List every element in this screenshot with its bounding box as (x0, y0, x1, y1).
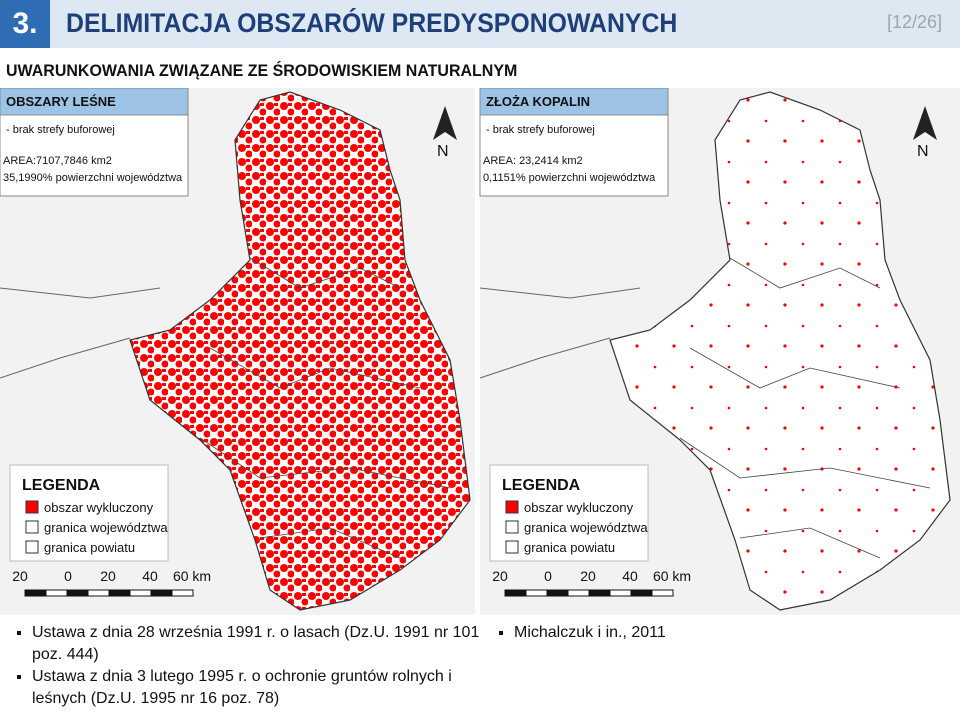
legend-swatch (505, 540, 519, 554)
scale-bar (24, 589, 47, 597)
scale-label: 0 (64, 568, 72, 584)
section-number: 3. (0, 0, 50, 48)
north-arrow (913, 106, 937, 140)
scale-bar (630, 589, 653, 597)
legend-label: obszar wykluczony (44, 500, 154, 515)
scale-bar (150, 589, 173, 597)
info-note: - brak strefy buforowej (486, 124, 595, 136)
legend-swatch (25, 500, 39, 514)
reference: Ustawa z dnia 28 września 1991 r. o lasa… (32, 622, 480, 666)
north-label: N (437, 143, 449, 160)
footer-left: Ustawa z dnia 28 września 1991 r. o lasa… (10, 622, 480, 710)
info-share: 0,1151% powierzchni województwa (483, 172, 656, 184)
scale-bar (66, 589, 89, 597)
legend-title: LEGENDA (502, 477, 581, 494)
subtitle: UWARUNKOWANIA ZWIĄZANE ZE ŚRODOWISKIEM N… (6, 61, 518, 80)
scale-bar (504, 589, 527, 597)
scale-label: 40 (622, 568, 638, 584)
legend-swatch (505, 520, 519, 534)
legend-label: granica województwa (44, 520, 168, 535)
reference: Ustawa z dnia 3 lutego 1995 r. o ochroni… (32, 666, 480, 710)
page-number: [12/26] (886, 12, 942, 32)
scale-bar (45, 589, 68, 597)
reference: Michalczuk i in., 2011 (514, 622, 952, 644)
scale-bar (87, 589, 110, 597)
legend-label: granica województwa (524, 520, 648, 535)
scale-label: 20 (12, 568, 28, 584)
info-share: 35,1990% powierzchni województwa (3, 172, 183, 184)
scale-bar (129, 589, 152, 597)
info-title: OBSZARY LEŚNE (6, 94, 116, 109)
info-header (479, 88, 669, 116)
scale-label: 60 km (173, 568, 211, 584)
legend-label: granica powiatu (44, 540, 135, 555)
legend-swatch (25, 520, 39, 534)
scale-label: 40 (142, 568, 158, 584)
scale-bar (525, 589, 548, 597)
scale-bar (546, 589, 569, 597)
scale-label: 60 km (653, 568, 691, 584)
legend-label: obszar wykluczony (524, 500, 634, 515)
scale-bar (567, 589, 590, 597)
scale-label: 0 (544, 568, 552, 584)
scale-label: 20 (580, 568, 596, 584)
scale-bar (588, 589, 611, 597)
legend-swatch (505, 500, 519, 514)
maps: OBSZARY LEŚNE - brak strefy buforowej AREA… (0, 88, 960, 615)
scale-bar (108, 589, 131, 597)
info-area: AREA: 23,2414 km2 (483, 155, 583, 167)
legend-title: LEGENDA (22, 477, 101, 494)
north-arrow (433, 106, 457, 140)
slide-title: DELIMITACJA OBSZARÓW PREDYSPONOWANYCH (66, 8, 678, 38)
scale-label: 20 (100, 568, 116, 584)
info-note: - brak strefy buforowej (6, 124, 115, 136)
info-title: ZŁOŻA KOPALIN (486, 94, 590, 109)
info-area: AREA:7107,7846 km2 (3, 155, 112, 167)
legend-swatch (25, 540, 39, 554)
north-label: N (917, 143, 929, 160)
scale-bar (171, 589, 194, 597)
scale-label: 20 (492, 568, 508, 584)
scale-bar (609, 589, 632, 597)
footer-right: Michalczuk i in., 2011 (492, 622, 952, 644)
legend-label: granica powiatu (524, 540, 615, 555)
header-bar: 3. DELIMITACJA OBSZARÓW PREDYSPONOWANYCH… (0, 0, 960, 48)
info-header (0, 88, 189, 116)
scale-bar (651, 589, 674, 597)
